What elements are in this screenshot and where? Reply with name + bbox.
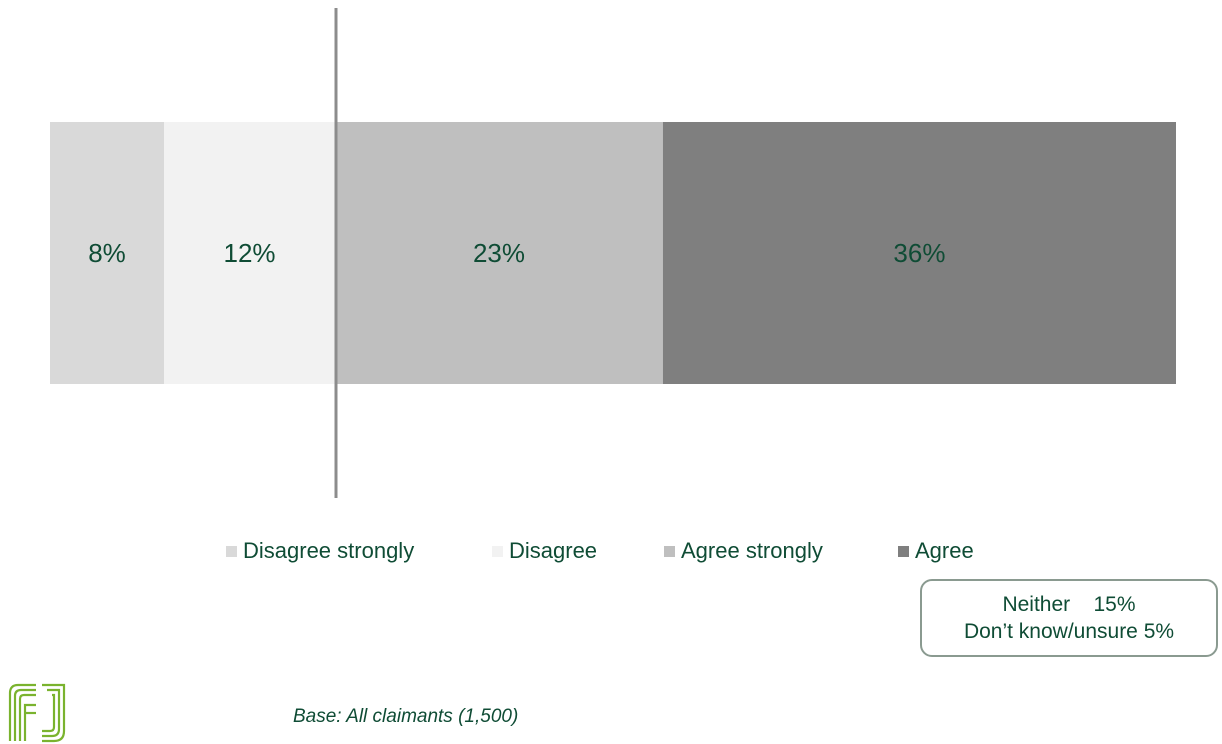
chart-legend: Disagree strongly Disagree Agree strongly A…: [0, 538, 1222, 568]
bar-label-group: 8% 12% 23% 36%: [88, 238, 945, 268]
legend-label-agree-strongly: Agree strongly: [681, 538, 823, 563]
legend-label-agree: Agree: [915, 538, 974, 563]
legend-item-agree: Agree: [898, 538, 974, 564]
bar-segment-disagree: [164, 122, 336, 384]
stacked-bar-chart: 8% 12% 23% 36%: [50, 8, 1176, 498]
bar-group: [50, 122, 1176, 384]
legend-swatch-agree: [898, 545, 909, 557]
data-label-disagree-strongly: 8%: [88, 238, 126, 268]
legend-swatch-agree-strongly: [664, 545, 675, 557]
data-label-agree-strongly: 23%: [473, 238, 525, 268]
bar-segment-agree: [662, 122, 1176, 384]
legend-swatch-disagree-strongly: [226, 545, 237, 557]
company-logo-icon: [8, 683, 66, 743]
legend-item-disagree-strongly: Disagree strongly: [226, 538, 414, 564]
bar-segment-agree-strongly: [335, 122, 663, 384]
neither-dontknow-note: Neither 15% Don’t know/unsure 5%: [920, 579, 1218, 657]
legend-label-disagree-strongly: Disagree strongly: [243, 538, 415, 563]
data-label-agree: 36%: [893, 238, 945, 268]
data-label-disagree: 12%: [224, 238, 276, 268]
legend-item-agree-strongly: Agree strongly: [664, 538, 823, 564]
legend-label-disagree: Disagree: [509, 538, 598, 563]
legend-item-disagree: Disagree: [492, 538, 597, 564]
base-note: Base: All claimants (1,500): [293, 706, 519, 727]
note-neither-text: Neither 15%: [1002, 593, 1136, 616]
bar-segment-disagree-strongly: [50, 122, 165, 384]
legend-swatch-disagree: [492, 545, 503, 557]
note-dontknow-text: Don’t know/unsure 5%: [963, 620, 1175, 643]
